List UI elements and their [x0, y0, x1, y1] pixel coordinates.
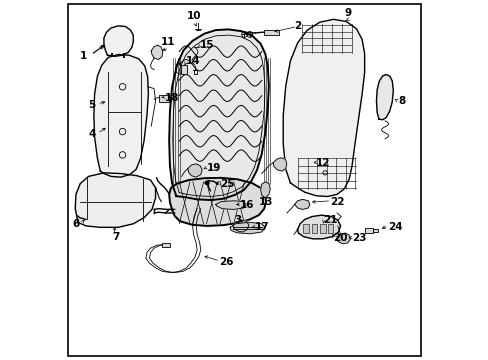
Text: 25: 25 [220, 179, 234, 189]
Bar [372, 229, 378, 232]
Text: 21: 21 [323, 215, 337, 225]
Text: 20: 20 [333, 233, 347, 243]
Text: 16: 16 [240, 200, 254, 210]
Bar [303, 224, 308, 233]
Text: 1: 1 [80, 51, 87, 61]
Bar [311, 224, 317, 233]
Text: 24: 24 [387, 222, 402, 231]
Polygon shape [260, 182, 270, 198]
Polygon shape [169, 178, 265, 226]
Polygon shape [273, 158, 286, 171]
Polygon shape [283, 19, 364, 197]
Bar [180, 65, 187, 74]
Bar [364, 228, 372, 233]
Text: 13: 13 [258, 197, 273, 207]
Text: 11: 11 [161, 37, 175, 47]
Polygon shape [94, 54, 148, 177]
Text: 17: 17 [255, 222, 269, 232]
Text: 23: 23 [351, 233, 366, 243]
Text: 3: 3 [234, 215, 241, 225]
Polygon shape [294, 199, 309, 210]
Text: 7: 7 [112, 232, 119, 242]
Polygon shape [151, 45, 163, 59]
Polygon shape [233, 220, 248, 232]
Text: 8: 8 [398, 96, 405, 106]
Polygon shape [230, 222, 265, 234]
Polygon shape [187, 164, 202, 177]
Text: 19: 19 [207, 163, 221, 173]
Text: 6: 6 [72, 219, 80, 229]
Polygon shape [104, 26, 133, 56]
Bar [162, 243, 169, 247]
Text: 26: 26 [219, 257, 233, 267]
Text: 10: 10 [187, 12, 201, 22]
Bar [319, 224, 325, 233]
Polygon shape [297, 215, 340, 239]
Text: 14: 14 [185, 56, 200, 66]
Circle shape [205, 181, 208, 185]
Text: 9: 9 [344, 8, 351, 18]
Text: 22: 22 [330, 197, 345, 207]
Text: 15: 15 [199, 40, 213, 50]
Polygon shape [376, 75, 392, 120]
Bar [159, 95, 169, 102]
Text: 4: 4 [88, 129, 96, 139]
Polygon shape [169, 30, 268, 200]
Text: 5: 5 [88, 100, 96, 110]
Bar [264, 30, 278, 35]
Text: 18: 18 [164, 93, 179, 103]
Bar [327, 224, 333, 233]
Text: 12: 12 [316, 158, 330, 168]
Polygon shape [215, 201, 246, 210]
Polygon shape [75, 173, 155, 227]
Text: 2: 2 [293, 21, 301, 31]
Polygon shape [336, 233, 349, 244]
